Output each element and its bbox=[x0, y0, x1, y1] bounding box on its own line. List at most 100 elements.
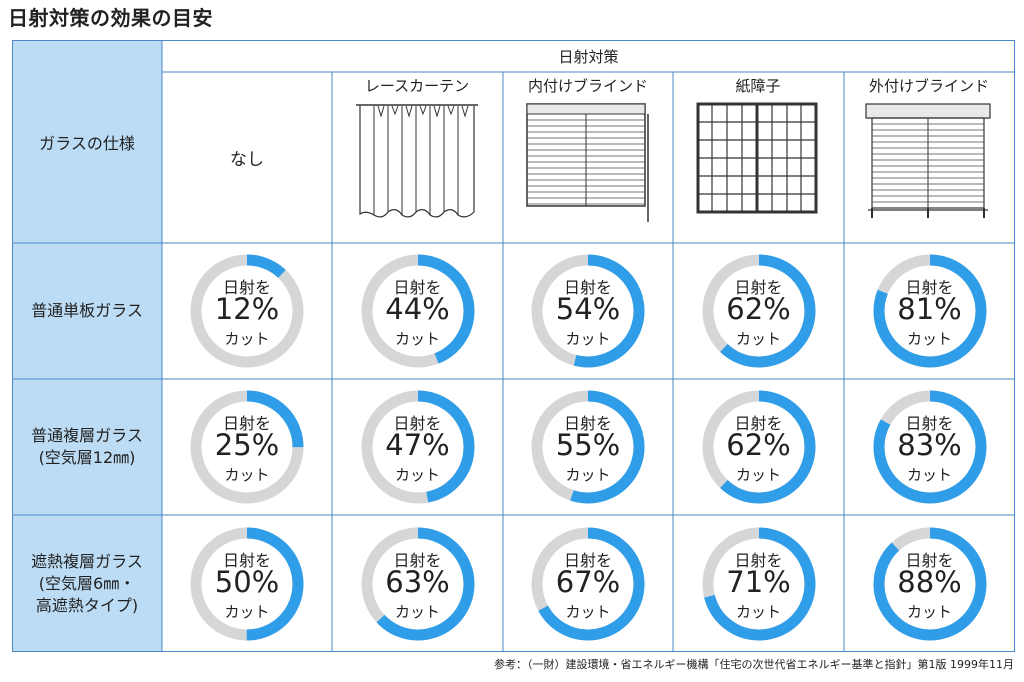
ring-percentage-label: 50% bbox=[214, 564, 280, 599]
ring-value-arc bbox=[873, 390, 986, 504]
ring-prefix-label: 日射を bbox=[222, 414, 271, 433]
ring-percentage-label: 12% bbox=[214, 292, 280, 326]
ring-percentage-label: 71% bbox=[726, 564, 791, 599]
ring-graphic bbox=[361, 390, 474, 504]
ring-prefix-label: 日射を bbox=[563, 278, 612, 297]
ring-suffix-label: カット bbox=[906, 602, 952, 621]
ring-value-arc bbox=[190, 527, 304, 640]
ring-percentage-label: 25% bbox=[214, 428, 280, 462]
ring-suffix-label: カット bbox=[565, 602, 611, 621]
percentage-ring: 日射を 67% カット bbox=[522, 518, 654, 650]
ring-percentage-label: 88% bbox=[897, 564, 962, 599]
ring-value-arc bbox=[190, 390, 304, 504]
ring-suffix-label: カット bbox=[735, 466, 781, 484]
percentage-ring: 日射を 62% カット bbox=[693, 245, 825, 377]
percentage-ring: 日射を 88% カット bbox=[864, 518, 996, 650]
column-header-label: なし bbox=[230, 150, 264, 170]
ring-suffix-label: カット bbox=[394, 330, 440, 348]
ring-value-arc bbox=[190, 254, 304, 368]
ring-percentage-label: 44% bbox=[385, 292, 450, 326]
percentage-ring: 日射を 44% カット bbox=[352, 245, 484, 377]
exterior-blind-icon bbox=[865, 103, 991, 218]
label-column-background bbox=[12, 40, 162, 652]
column-header-label: 紙障子 bbox=[735, 77, 781, 95]
ring-suffix-label: カット bbox=[735, 602, 781, 621]
column-header-none: なし bbox=[162, 72, 332, 243]
column-header-exterior-blind: 外付けブラインド bbox=[844, 72, 1014, 243]
row-label-single-glass: 普通単板ガラス bbox=[31, 301, 143, 320]
ring-suffix-label: カット bbox=[906, 466, 952, 484]
percentage-ring: 日射を 47% カット bbox=[352, 381, 484, 513]
ring-prefix-label: 日射を bbox=[393, 414, 442, 433]
ring-prefix-label: 日射を bbox=[393, 278, 442, 297]
percentage-ring: 日射を 71% カット bbox=[693, 518, 825, 650]
row-label-double-glass: 普通複層ガラス (空気層12㎜) bbox=[31, 426, 143, 467]
ring-graphic bbox=[531, 390, 645, 504]
column-header-lace-curtain: レースカーテン bbox=[332, 72, 502, 243]
ring-suffix-label: カット bbox=[224, 602, 270, 621]
ring-prefix-label: 日射を bbox=[563, 550, 612, 570]
ring-value-arc bbox=[873, 527, 986, 640]
ring-percentage-label: 47% bbox=[385, 428, 450, 462]
ring-graphic bbox=[702, 527, 815, 640]
ring-value-arc bbox=[702, 254, 815, 368]
ring-graphic bbox=[702, 254, 815, 368]
interior-blind-icon bbox=[526, 103, 649, 222]
ring-value-arc bbox=[531, 254, 645, 368]
percentage-ring: 日射を 83% カット bbox=[864, 381, 996, 513]
ring-graphic bbox=[190, 254, 304, 368]
ring-graphic bbox=[361, 254, 474, 368]
source-footnote: 参考：（一財）建設環境・省エネルギー機構「住宅の次世代省エネルギー基準と指針」第… bbox=[494, 658, 1014, 671]
ring-prefix-label: 日射を bbox=[222, 550, 271, 570]
ring-graphic bbox=[190, 527, 304, 640]
ring-suffix-label: カット bbox=[394, 602, 440, 621]
ring-prefix-label: 日射を bbox=[905, 550, 954, 570]
ring-percentage-label: 67% bbox=[555, 564, 621, 599]
ring-percentage-label: 63% bbox=[385, 564, 450, 599]
ring-percentage-label: 81% bbox=[897, 292, 962, 326]
lace-curtain-icon bbox=[356, 104, 478, 218]
percentage-ring: 日射を 62% カット bbox=[693, 381, 825, 513]
percentage-ring: 日射を 81% カット bbox=[864, 245, 996, 377]
ring-graphic bbox=[873, 527, 986, 640]
ring-suffix-label: カット bbox=[735, 330, 781, 348]
ring-suffix-label: カット bbox=[565, 466, 611, 484]
ring-suffix-label: カット bbox=[565, 330, 611, 348]
column-header-label: 内付けブラインド bbox=[527, 77, 648, 95]
row-label-heat-shield-glass: 遮熱複層ガラス (空気層6㎜・ 高遮熱タイプ) bbox=[31, 551, 143, 615]
ring-suffix-label: カット bbox=[906, 330, 952, 348]
column-header-shoji: 紙障子 bbox=[673, 72, 843, 243]
ring-percentage-label: 54% bbox=[555, 292, 621, 326]
ring-value-arc bbox=[873, 254, 986, 368]
ring-graphic bbox=[873, 254, 986, 368]
column-header-label: レースカーテン bbox=[364, 77, 470, 95]
solar-shading-table: ガラスの仕様 日射対策 なし レースカーテン 内付けブラインド 紙障子 bbox=[12, 40, 1015, 652]
percentage-ring: 日射を 55% カット bbox=[522, 381, 654, 513]
ring-percentage-label: 62% bbox=[726, 428, 791, 462]
ring-prefix-label: 日射を bbox=[905, 414, 954, 433]
percentage-ring: 日射を 25% カット bbox=[181, 381, 313, 513]
glass-spec-header: ガラスの仕様 bbox=[39, 133, 135, 153]
ring-prefix-label: 日射を bbox=[563, 414, 612, 433]
ring-prefix-label: 日射を bbox=[393, 550, 442, 570]
ring-prefix-label: 日射を bbox=[222, 278, 271, 297]
table-grid bbox=[12, 40, 1015, 652]
column-header-label: 外付けブラインド bbox=[868, 77, 989, 95]
ring-graphic bbox=[702, 390, 815, 504]
percentage-ring: 日射を 63% カット bbox=[352, 518, 484, 650]
ring-prefix-label: 日射を bbox=[734, 550, 783, 570]
ring-value-arc bbox=[531, 390, 645, 504]
column-header-interior-blind: 内付けブラインド bbox=[503, 72, 673, 243]
shoji-icon bbox=[696, 102, 818, 214]
ring-percentage-label: 62% bbox=[726, 292, 791, 326]
percentage-ring: 日射を 50% カット bbox=[181, 518, 313, 650]
ring-graphic bbox=[361, 527, 474, 640]
ring-value-arc bbox=[531, 527, 645, 640]
ring-suffix-label: カット bbox=[224, 466, 270, 484]
ring-value-arc bbox=[361, 390, 474, 504]
ring-percentage-label: 55% bbox=[555, 428, 621, 462]
ring-graphic bbox=[531, 254, 645, 368]
ring-value-arc bbox=[702, 390, 815, 504]
ring-suffix-label: カット bbox=[394, 466, 440, 484]
percentage-ring: 日射を 54% カット bbox=[522, 245, 654, 377]
